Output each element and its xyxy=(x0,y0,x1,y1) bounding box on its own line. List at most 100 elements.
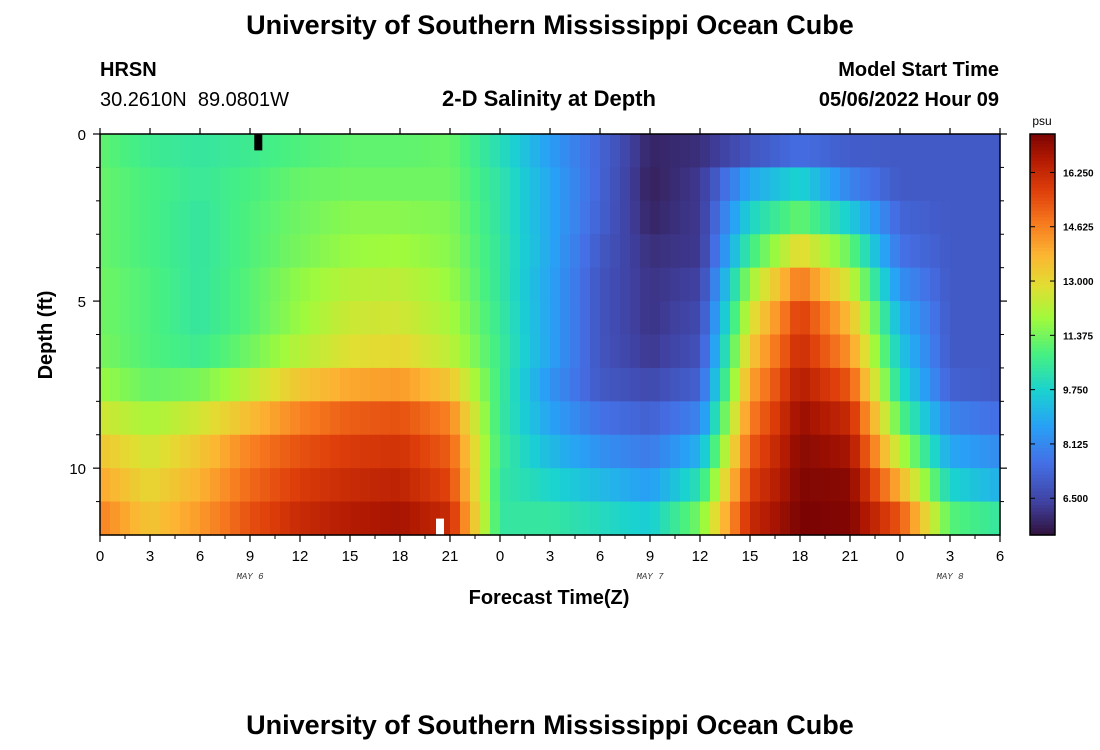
heatmap-cell xyxy=(430,234,441,269)
heatmap-cell xyxy=(330,401,341,436)
heatmap-cell xyxy=(170,401,181,436)
heatmap-cell xyxy=(170,501,181,536)
heatmap-cell xyxy=(280,267,291,302)
heatmap-cell xyxy=(790,501,801,536)
colorbar-segment xyxy=(1030,177,1055,182)
heatmap-cell xyxy=(910,434,921,469)
heatmap-cell xyxy=(620,200,631,235)
colorbar-segment xyxy=(1030,294,1055,299)
heatmap-cell xyxy=(210,501,221,536)
heatmap-cell xyxy=(170,301,181,336)
heatmap-cell xyxy=(320,267,331,302)
heatmap-cell xyxy=(170,367,181,402)
heatmap-cell xyxy=(830,134,841,169)
heatmap-cell xyxy=(110,234,121,269)
heatmap-cell xyxy=(720,234,731,269)
colorbar-tick-label: 9.750 xyxy=(1063,386,1088,397)
colorbar-segment xyxy=(1030,357,1055,362)
heatmap-cell xyxy=(920,501,931,536)
heatmap-cell xyxy=(660,234,671,269)
heatmap-cell xyxy=(510,401,521,436)
heatmap-cell xyxy=(680,401,691,436)
heatmap-cell xyxy=(690,134,701,169)
heatmap-cell xyxy=(480,301,491,336)
heatmap-cell xyxy=(540,468,551,503)
heatmap-cell xyxy=(710,267,721,302)
heatmap-cell xyxy=(570,434,581,469)
heatmap-cell xyxy=(490,301,501,336)
heatmap-cell xyxy=(290,401,301,436)
heatmap-cell xyxy=(350,200,361,235)
heatmap-cell xyxy=(970,334,981,369)
heatmap-cell xyxy=(310,434,321,469)
heatmap-cell xyxy=(120,401,131,436)
heatmap-cell xyxy=(440,267,451,302)
heatmap-cell xyxy=(660,501,671,536)
colorbar-segment xyxy=(1030,254,1055,259)
heatmap-cell xyxy=(750,200,761,235)
colorbar-segment xyxy=(1030,461,1055,466)
colorbar-segment xyxy=(1030,444,1055,449)
heatmap-cell xyxy=(910,200,921,235)
heatmap-cell xyxy=(890,367,901,402)
heatmap-cell xyxy=(910,401,921,436)
colorbar-segment xyxy=(1030,331,1055,336)
heatmap-cell xyxy=(670,334,681,369)
heatmap-cell xyxy=(530,167,541,202)
heatmap-cell xyxy=(930,501,941,536)
heatmap-cell xyxy=(570,301,581,336)
heatmap-cell xyxy=(900,267,911,302)
x-tick-label: 15 xyxy=(742,548,759,565)
heatmap-cell xyxy=(140,501,151,536)
heatmap-cell xyxy=(730,401,741,436)
heatmap-cell xyxy=(250,167,261,202)
colorbar-unit: psu xyxy=(1032,114,1051,128)
heatmap-cell xyxy=(700,501,711,536)
heatmap-cell xyxy=(110,501,121,536)
heatmap-cell xyxy=(560,200,571,235)
heatmap-cell xyxy=(580,501,591,536)
heatmap-cell xyxy=(780,167,791,202)
heatmap-cell xyxy=(260,200,271,235)
heatmap-cell xyxy=(420,434,431,469)
heatmap-cell xyxy=(970,134,981,169)
heatmap-cell xyxy=(550,367,561,402)
colorbar-segment xyxy=(1030,481,1055,486)
heatmap-cell xyxy=(820,501,831,536)
heatmap-cell xyxy=(710,234,721,269)
heatmap-cell xyxy=(790,334,801,369)
heatmap-cell xyxy=(660,334,671,369)
heatmap-cell xyxy=(680,468,691,503)
heatmap-cell xyxy=(220,367,231,402)
heatmap-cell xyxy=(210,367,221,402)
heatmap-cell xyxy=(880,501,891,536)
heatmap-cell xyxy=(120,200,131,235)
x-tick-label: 6 xyxy=(196,548,204,565)
heatmap-cell xyxy=(200,167,211,202)
heatmap-cell xyxy=(360,401,371,436)
colorbar-segment xyxy=(1030,341,1055,346)
heatmap-cell xyxy=(240,301,251,336)
heatmap-cell xyxy=(890,267,901,302)
heatmap-cell xyxy=(690,468,701,503)
heatmap-cell xyxy=(130,367,141,402)
heatmap-cell xyxy=(610,267,621,302)
colorbar-segment xyxy=(1030,224,1055,229)
heatmap-cell xyxy=(410,434,421,469)
heatmap-cell xyxy=(380,301,391,336)
heatmap-cell xyxy=(460,167,471,202)
heatmap-cell xyxy=(690,334,701,369)
heatmap-cell xyxy=(510,134,521,169)
footer-title: University of Southern Mississippi Ocean… xyxy=(246,710,854,740)
heatmap-cell xyxy=(270,301,281,336)
heatmap-cell xyxy=(570,401,581,436)
heatmap-cell xyxy=(970,167,981,202)
heatmap-cell xyxy=(760,434,771,469)
heatmap-cell xyxy=(720,200,731,235)
heatmap-cell xyxy=(350,334,361,369)
heatmap-cell xyxy=(800,367,811,402)
heatmap-cell xyxy=(140,267,151,302)
heatmap-cell xyxy=(410,234,421,269)
heatmap-cell xyxy=(970,234,981,269)
heatmap-cell xyxy=(150,367,161,402)
